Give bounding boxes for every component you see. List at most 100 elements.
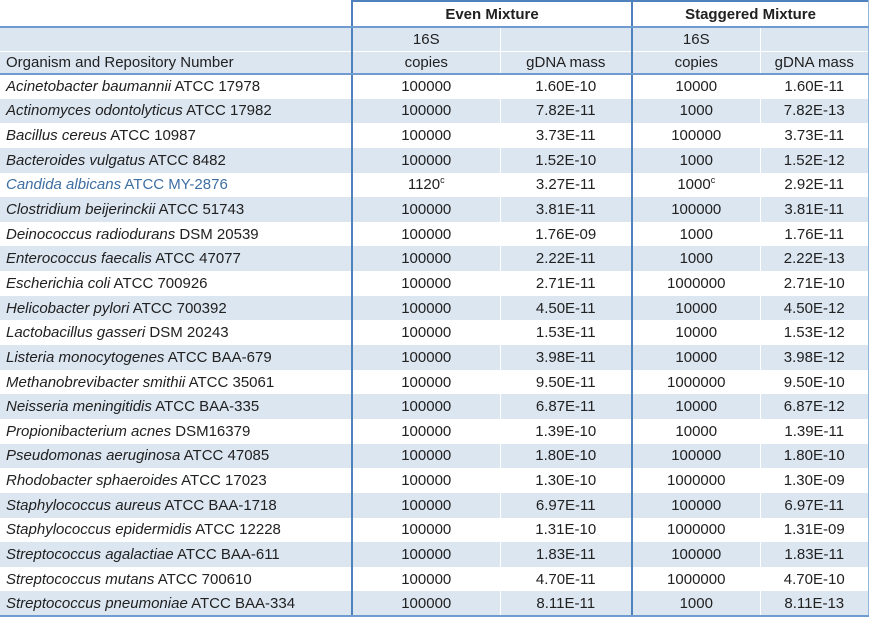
organism-name: Bacillus cereus xyxy=(6,127,107,145)
staggered-copies-cell: 10000 xyxy=(631,74,760,99)
staggered-copies-cell: 1000c xyxy=(631,172,760,198)
organism-name: Candida albicans xyxy=(6,176,122,194)
table-row: Deinococcus radiodurans DSM 20539 100000 1… xyxy=(0,221,869,247)
even-16s-spacer xyxy=(499,27,632,52)
even-gdna-cell: 3.27E-11 xyxy=(499,172,632,198)
strain-id: ATCC BAA-679 xyxy=(164,348,272,366)
even-gdna-cell: 2.22E-11 xyxy=(499,246,632,272)
staggered-gdna-cell: 6.87E-12 xyxy=(759,394,869,419)
staggered-copies-cell: 100000 xyxy=(631,542,760,567)
even-gdna-cell: 1.76E-09 xyxy=(499,221,632,247)
table-header: Even Mixture Staggered Mixture 16S 16S O… xyxy=(0,0,869,75)
even-gdna-cell: 1.52E-10 xyxy=(499,147,632,173)
strain-id: ATCC MY-2876 xyxy=(121,176,228,194)
staggered-gdna-cell: 2.92E-11 xyxy=(759,172,869,198)
strain-id: DSM 20243 xyxy=(145,324,229,342)
even-gdna-cell: 1.80E-10 xyxy=(499,443,632,469)
strain-id: ATCC BAA-334 xyxy=(187,594,296,612)
table-row: Candida albicans ATCC MY-2876 1120c 3.27E-… xyxy=(0,172,869,198)
even-copies-cell: 100000 xyxy=(351,542,500,567)
organism-name: Deinococcus radiodurans xyxy=(6,225,176,243)
even-gdna-header: gDNA mass xyxy=(499,51,632,75)
organism-header-spacer xyxy=(0,1,352,28)
strain-id: ATCC 47085 xyxy=(180,447,270,465)
organism-cell: Methanobrevibacter smithii ATCC 35061 xyxy=(0,370,352,395)
staggered-copies-cell: 1000000 xyxy=(631,566,760,592)
even-copies-cell: 100000 xyxy=(351,246,500,272)
organism-cell: Escherichia coli ATCC 700926 xyxy=(0,271,352,296)
staggered-gdna-header: gDNA mass xyxy=(759,51,869,75)
strain-id: ATCC 35061 xyxy=(185,373,275,391)
strain-id: DSM 20539 xyxy=(175,225,259,243)
staggered-gdna-cell: 1.39E-11 xyxy=(759,418,869,444)
organism-name: Acinetobacter baumannii xyxy=(6,78,172,96)
strain-id: ATCC 17978 xyxy=(171,78,261,96)
strain-id: ATCC 51743 xyxy=(155,201,245,219)
staggered-gdna-cell: 1.53E-12 xyxy=(759,320,869,346)
table-row: Streptococcus agalactiae ATCC BAA-611 100… xyxy=(0,542,869,567)
organism-cell: Streptococcus agalactiae ATCC BAA-611 xyxy=(0,542,352,567)
even-copies-cell: 100000 xyxy=(351,566,500,592)
even-gdna-cell: 1.30E-10 xyxy=(499,468,632,493)
staggered-copies-cell: 100000 xyxy=(631,197,760,222)
organism-name: Bacteroides vulgatus xyxy=(6,151,146,169)
organism-cell: Bacillus cereus ATCC 10987 xyxy=(0,123,352,148)
column-header-row: Organism and Repository Number copies gD… xyxy=(0,51,869,75)
organism-name: Actinomyces odontolyticus xyxy=(6,102,183,120)
organism-subheader-spacer xyxy=(0,27,352,52)
even-copies-cell: 100000 xyxy=(351,418,500,444)
staggered-gdna-cell: 1.30E-09 xyxy=(759,468,869,493)
even-copies-cell: 1120c xyxy=(351,172,500,198)
table-row: Streptococcus pneumoniae ATCC BAA-334 100… xyxy=(0,591,869,618)
organism-name: Staphylococcus epidermidis xyxy=(6,521,192,539)
table-row: Acinetobacter baumannii ATCC 17978 100000… xyxy=(0,74,869,99)
even-gdna-cell: 6.87E-11 xyxy=(499,394,632,419)
even-gdna-cell: 7.82E-11 xyxy=(499,98,632,124)
staggered-gdna-cell: 9.50E-10 xyxy=(759,369,869,395)
organism-cell: Helicobacter pylori ATCC 700392 xyxy=(0,295,352,321)
organism-cell: Streptococcus pneumoniae ATCC BAA-334 xyxy=(0,591,352,618)
even-gdna-cell: 1.39E-10 xyxy=(499,418,632,444)
strain-id: ATCC BAA-1718 xyxy=(161,496,277,514)
even-gdna-cell: 4.70E-11 xyxy=(499,566,632,592)
table-row: Rhodobacter sphaeroides ATCC 17023 100000… xyxy=(0,468,869,493)
table-row: Methanobrevibacter smithii ATCC 35061 100… xyxy=(0,369,869,395)
staggered-16s-spacer xyxy=(759,27,869,52)
even-mixture-group-header: Even Mixture xyxy=(351,0,632,28)
even-gdna-cell: 2.71E-11 xyxy=(499,271,632,296)
table-row: Bacteroides vulgatus ATCC 8482 100000 1.52… xyxy=(0,147,869,173)
staggered-copies-cell: 1000 xyxy=(631,221,760,247)
even-copies-cell: 100000 xyxy=(351,591,500,618)
staggered-copies-cell: 10000 xyxy=(631,320,760,346)
staggered-copies-cell: 1000 xyxy=(631,98,760,124)
staggered-gdna-cell: 1.52E-12 xyxy=(759,147,869,173)
organism-cell: Bacteroides vulgatus ATCC 8482 xyxy=(0,147,352,173)
even-copies-cell: 100000 xyxy=(351,123,500,148)
organism-name: Lactobacillus gasseri xyxy=(6,324,146,342)
staggered-gdna-cell: 1.83E-11 xyxy=(759,542,869,567)
even-copies-cell: 100000 xyxy=(351,98,500,124)
even-copies-cell: 100000 xyxy=(351,74,500,99)
staggered-copies-cell: 1000 xyxy=(631,147,760,173)
organism-name: Enterococcus faecalis xyxy=(6,250,152,268)
organism-name: Propionibacterium acnes xyxy=(6,422,172,440)
strain-id: ATCC 700926 xyxy=(110,274,208,292)
staggered-gdna-cell: 7.82E-13 xyxy=(759,98,869,124)
organism-name: Listeria monocytogenes xyxy=(6,348,165,366)
even-copies-cell: 100000 xyxy=(351,147,500,173)
organism-cell: Acinetobacter baumannii ATCC 17978 xyxy=(0,74,352,99)
organism-name: Methanobrevibacter smithii xyxy=(6,373,186,391)
organism-cell: Actinomyces odontolyticus ATCC 17982 xyxy=(0,98,352,124)
table-row: Escherichia coli ATCC 700926 100000 2.71E-… xyxy=(0,271,869,296)
organism-cell: Streptococcus mutans ATCC 700610 xyxy=(0,567,352,592)
even-copies-cell: 100000 xyxy=(351,271,500,296)
staggered-gdna-cell: 2.22E-13 xyxy=(759,246,869,272)
table-row: Staphylococcus epidermidis ATCC 12228 100… xyxy=(0,517,869,543)
table-row: Clostridium beijerinckii ATCC 51743 10000… xyxy=(0,197,869,222)
table-row: Neisseria meningitidis ATCC BAA-335 10000… xyxy=(0,394,869,419)
table-row: Lactobacillus gasseri DSM 20243 100000 1.5… xyxy=(0,320,869,346)
staggered-gdna-cell: 3.73E-11 xyxy=(759,123,869,148)
staggered-gdna-cell: 3.81E-11 xyxy=(759,197,869,222)
organism-cell: Staphylococcus epidermidis ATCC 12228 xyxy=(0,518,352,543)
staggered-copies-cell: 1000000 xyxy=(631,468,760,493)
